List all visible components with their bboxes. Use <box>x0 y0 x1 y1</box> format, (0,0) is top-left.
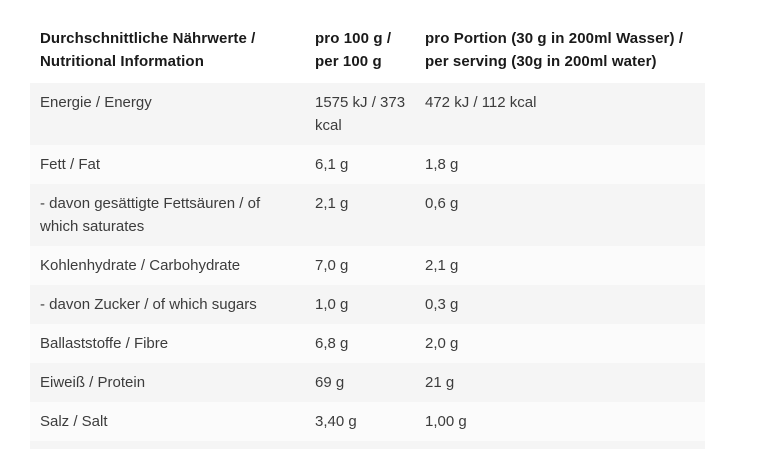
table-row: - davon gesättigte Fettsäuren / of which… <box>30 184 705 246</box>
row-per-100g-value: 3,40 g <box>315 413 357 430</box>
row-per-serving-value: 472 kJ / 112 kcal <box>425 94 537 111</box>
row-label: Energie / Energy <box>40 94 152 111</box>
row-per-100g-value: 1,0 g <box>315 296 349 313</box>
header-per-serving-column: pro Portion (30 g in 200ml Wasser) / per… <box>425 20 705 83</box>
row-per-100g-value: 1575 kJ / 373 kcal <box>315 94 406 134</box>
row-per-serving-value: 1,8 g <box>425 156 459 173</box>
row-per-serving-value: 1,00 g <box>425 413 467 430</box>
row-per-serving-value: 0,6 g <box>425 195 459 212</box>
row-label: Eiweiß / Protein <box>40 374 146 391</box>
row-per-100g-value: 69 g <box>315 374 345 391</box>
row-per-100g-value: 6,1 g <box>315 156 349 173</box>
row-per-100g-value: 6,8 g <box>315 335 349 352</box>
row-label: Fett / Fat <box>40 156 101 173</box>
row-label: - davon Zucker / of which sugars <box>40 296 257 313</box>
table-row: Salz / Salt 3,40 g 1,00 g <box>30 402 705 441</box>
row-label: Ballaststoffe / Fibre <box>40 335 169 352</box>
row-label: - davon gesättigte Fettsäuren / of which… <box>40 195 261 235</box>
row-per-serving-value: 2,0 g <box>425 335 459 352</box>
row-per-serving-value: 2,1 g <box>425 257 459 274</box>
table-header-row: Durchschnittliche Nährwerte / Nutritiona… <box>30 20 705 83</box>
nutrition-table: Durchschnittliche Nährwerte / Nutritiona… <box>30 20 705 449</box>
table-row: Energie / Energy 1575 kJ / 373 kcal 472 … <box>30 83 705 145</box>
header-nutrient-column: Durchschnittliche Nährwerte / Nutritiona… <box>30 20 315 83</box>
header-per-100g-column: pro 100 g / per 100 g <box>315 20 425 83</box>
table-row: Eiweiß / Protein 69 g 21 g <box>30 363 705 402</box>
table-row: Ballaststoffe / Fibre 6,8 g 2,0 g <box>30 324 705 363</box>
partial-next-row-cutoff <box>30 441 705 449</box>
table-row: Kohlenhydrate / Carbohydrate 7,0 g 2,1 g <box>30 246 705 285</box>
table-row: - davon Zucker / of which sugars 1,0 g 0… <box>30 285 705 324</box>
table-body: Energie / Energy 1575 kJ / 373 kcal 472 … <box>30 83 705 441</box>
table-row: Fett / Fat 6,1 g 1,8 g <box>30 145 705 184</box>
row-label: Salz / Salt <box>40 413 108 430</box>
row-per-100g-value: 2,1 g <box>315 195 349 212</box>
row-per-100g-value: 7,0 g <box>315 257 349 274</box>
row-label: Kohlenhydrate / Carbohydrate <box>40 257 241 274</box>
row-per-serving-value: 21 g <box>425 374 455 391</box>
row-per-serving-value: 0,3 g <box>425 296 459 313</box>
